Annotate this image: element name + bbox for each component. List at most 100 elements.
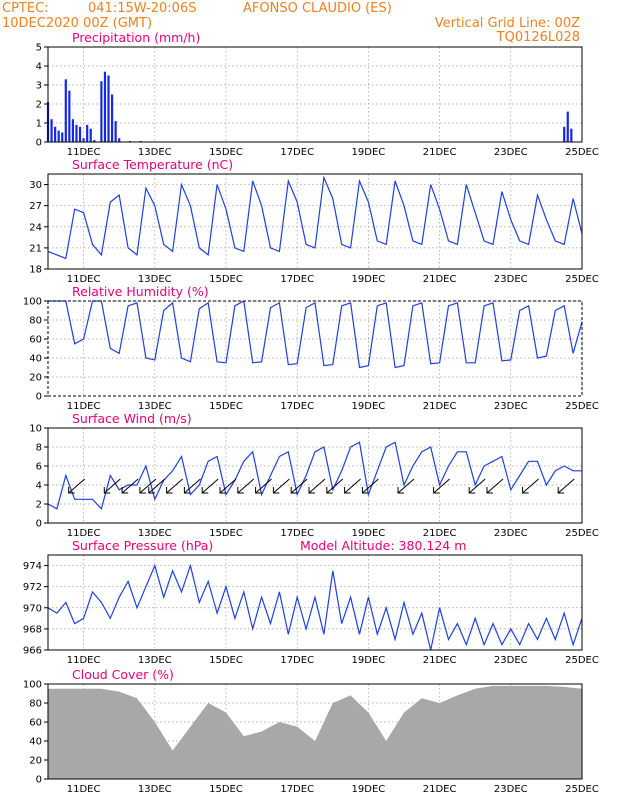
x-tick-label: 13DEC: [138, 655, 172, 666]
wind-arrow-shaft: [433, 478, 450, 494]
y-tick-label: 0: [36, 775, 42, 786]
x-tick-label: 23DEC: [494, 401, 528, 412]
precip-bar: [563, 126, 566, 142]
y-tick-label: 3: [36, 81, 42, 92]
y-tick-label: 2: [36, 500, 42, 511]
wind-arrow-head: [148, 487, 155, 494]
precip-bar: [50, 119, 53, 142]
precip-bar: [57, 130, 60, 142]
panel-rh: Relative Humidity (%) 11DEC 13DEC 15DEC 17DE…: [23, 284, 599, 412]
panel-frame: [47, 683, 583, 780]
wind-arrow-head: [468, 487, 476, 494]
model-altitude: Model Altitude: 380.124 m: [300, 538, 466, 553]
precip-bar: [54, 126, 57, 142]
x-tick-label: 19DEC: [352, 401, 386, 412]
x-tick-label: 15DEC: [209, 784, 243, 795]
y-tick-label: 24: [29, 222, 42, 233]
cloud-area: [48, 685, 582, 779]
x-tick-label: 15DEC: [209, 528, 243, 539]
y-tick-label: 40: [29, 354, 42, 365]
x-tick-label: 15DEC: [209, 147, 243, 158]
wind-arrow: [557, 478, 575, 494]
wind-arrow-shaft: [219, 478, 237, 494]
wind-arrow-shaft: [468, 478, 486, 494]
wind-arrow-head: [103, 487, 111, 494]
wind-arrow-head: [344, 487, 351, 494]
header-coords: 041:15W-20:06S: [88, 1, 196, 16]
precip-bar: [61, 132, 64, 142]
wind-arrow: [344, 478, 361, 494]
panel-cloud: Cloud Cover (%) 11DEC 13DEC 15DEC 17DEC 19DEC…: [23, 667, 599, 795]
x-tick-label: 17DEC: [280, 274, 314, 285]
x-tick-label: 11DEC: [67, 401, 101, 412]
y-tick-label: 8: [36, 443, 42, 454]
x-tick-label: 19DEC: [352, 274, 386, 285]
wind-arrow-head: [139, 487, 146, 494]
wind-arrow-head: [201, 487, 209, 494]
wind-arrow: [308, 478, 326, 494]
wind-arrow-shaft: [326, 478, 344, 494]
y-tick-label: 100: [23, 297, 42, 308]
y-tick-label: 966: [23, 646, 42, 657]
precip-bar: [64, 79, 67, 142]
wind-arrow: [272, 478, 290, 494]
wind-arrow-shaft: [103, 478, 121, 494]
y-tick-label: 1: [36, 119, 42, 130]
wind-arrow-head: [486, 487, 493, 494]
wind-arrow: [255, 478, 272, 494]
x-tick-label: 11DEC: [67, 147, 101, 158]
x-tick-label: 21DEC: [423, 274, 457, 285]
wind-arrow-head: [433, 487, 440, 494]
x-tick-label: 19DEC: [352, 784, 386, 795]
header-grid-note: Vertical Grid Line: 00Z: [435, 16, 580, 31]
wind-arrow-head: [361, 487, 369, 494]
x-tick-label: 23DEC: [494, 274, 528, 285]
wind-arrow-head: [68, 487, 75, 494]
x-tick-label: 21DEC: [423, 401, 457, 412]
panel-precip: Precipitation (mm/h) 11DEC 13DEC 15DEC 17DEC…: [36, 30, 599, 158]
x-tick-label: 23DEC: [494, 147, 528, 158]
x-tick-label: 17DEC: [280, 401, 314, 412]
wind-arrow-shaft: [255, 478, 272, 494]
wind-arrow: [166, 478, 183, 494]
wind-arrow-head: [255, 487, 262, 494]
wind-arrow-head: [522, 487, 529, 494]
y-tick-label: 21: [29, 243, 42, 254]
wind-arrow: [468, 478, 486, 494]
wind-arrow: [103, 478, 121, 494]
x-tick-label: 15DEC: [209, 274, 243, 285]
y-tick-label: 968: [23, 624, 42, 635]
x-tick-label: 25DEC: [565, 401, 599, 412]
wind-arrow-shaft: [290, 478, 308, 494]
wind-arrow-shaft: [121, 478, 139, 494]
y-tick-label: 60: [29, 718, 42, 729]
wind-arrow-shaft: [557, 478, 575, 494]
header-station: AFONSO CLAUDIO (ES): [243, 1, 392, 16]
wind-arrow-head: [326, 487, 333, 494]
wind-arrow-shaft: [148, 478, 166, 494]
wind-arrow: [68, 478, 86, 494]
wind-arrow: [522, 478, 539, 494]
wind-arrow-head: [557, 487, 565, 494]
y-tick-label: 18: [29, 265, 42, 276]
x-tick-label: 19DEC: [352, 147, 386, 158]
x-tick-label: 25DEC: [565, 147, 599, 158]
wind-arrow: [237, 478, 255, 494]
x-tick-label: 13DEC: [138, 528, 172, 539]
x-tick-label: 23DEC: [494, 528, 528, 539]
panel-frame: [47, 427, 583, 524]
wind-arrow-head: [272, 487, 280, 494]
wind-arrow-shaft: [486, 478, 504, 494]
series-line: [47, 563, 583, 651]
y-tick-label: 60: [29, 335, 42, 346]
x-tick-label: 19DEC: [352, 655, 386, 666]
wind-arrow-head: [237, 487, 244, 494]
y-tick-label: 970: [23, 603, 42, 614]
x-tick-label: 11DEC: [67, 655, 101, 666]
panel-frame: [47, 300, 583, 397]
precip-bar: [103, 71, 107, 142]
panel-title: Relative Humidity (%): [72, 284, 209, 299]
panel-title: Surface Wind (m/s): [72, 411, 192, 426]
x-tick-label: 25DEC: [565, 274, 599, 285]
wind-arrow: [397, 478, 415, 494]
